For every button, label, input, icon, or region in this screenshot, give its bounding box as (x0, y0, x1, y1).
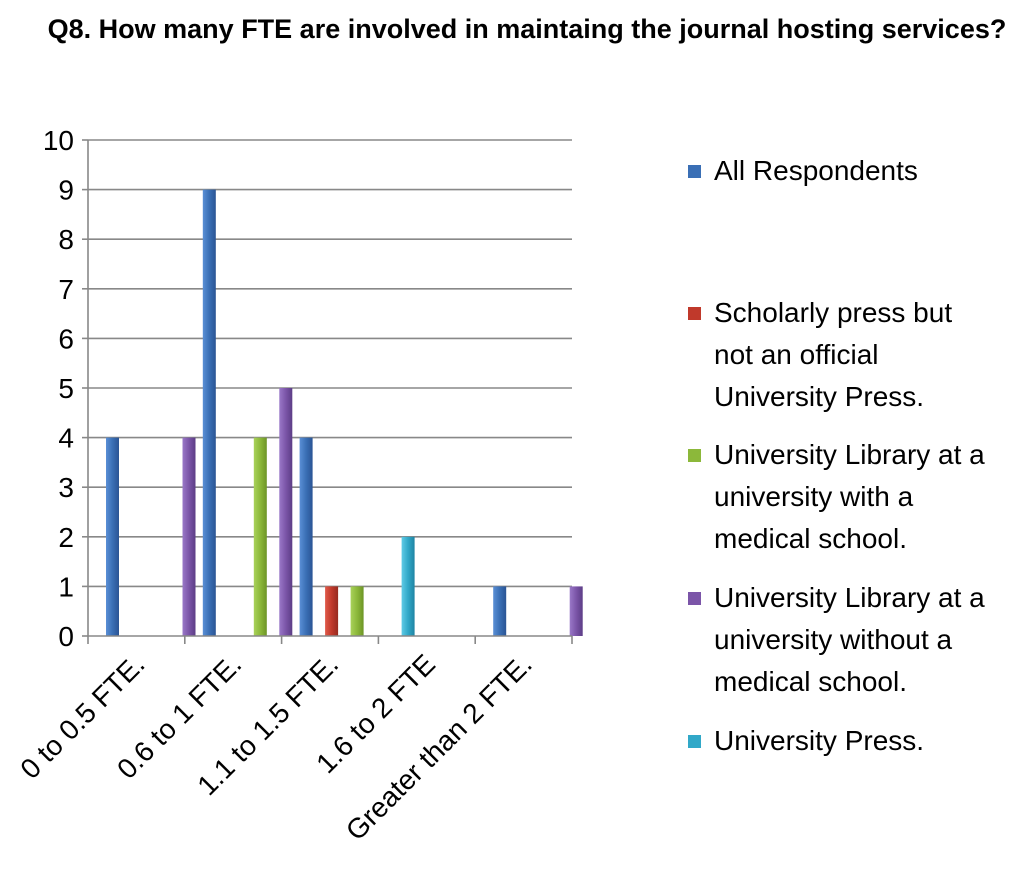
y-tick-label: 2 (58, 522, 74, 553)
bars (106, 189, 583, 636)
x-tick-label: Greater than 2 FTE. (340, 648, 538, 846)
y-tick-label: 9 (58, 175, 74, 206)
y-tick-label: 6 (58, 323, 74, 354)
bar (106, 437, 119, 636)
bar (569, 586, 583, 636)
y-tick-label: 3 (58, 472, 74, 503)
bar (202, 189, 216, 636)
gridlines (88, 139, 572, 588)
chart-title: Q8. How many FTE are involved in maintai… (47, 14, 1007, 44)
legend-swatch (688, 307, 701, 320)
bar (279, 388, 293, 636)
bar (493, 586, 507, 636)
bar (325, 586, 339, 636)
legend-label: All Respondents (714, 155, 918, 186)
legend-swatch (688, 449, 701, 462)
y-tick-label: 1 (58, 571, 74, 602)
y-tick-label: 10 (43, 125, 74, 156)
legend-swatch (688, 165, 701, 178)
legend-swatch (688, 592, 701, 605)
legend-label: Scholarly press but not an official Univ… (714, 297, 953, 412)
legend-label: University Library at a university witho… (714, 582, 985, 697)
y-tick-label: 7 (58, 274, 74, 305)
y-tick-label: 4 (58, 423, 74, 454)
legend-label: University Press. (714, 725, 925, 756)
y-tick-label: 0 (58, 621, 74, 652)
y-tick-label: 5 (58, 373, 74, 404)
legend: All Respondents Scholarly press but not a… (688, 0, 1024, 874)
bar (253, 437, 267, 636)
bar (401, 536, 415, 636)
bar (299, 437, 313, 636)
bar (350, 586, 364, 636)
bar (182, 437, 196, 636)
axes (82, 139, 573, 644)
legend-label: University Library at a university with … (714, 439, 985, 554)
y-tick-label: 8 (58, 224, 74, 255)
legend-swatch (688, 735, 701, 748)
